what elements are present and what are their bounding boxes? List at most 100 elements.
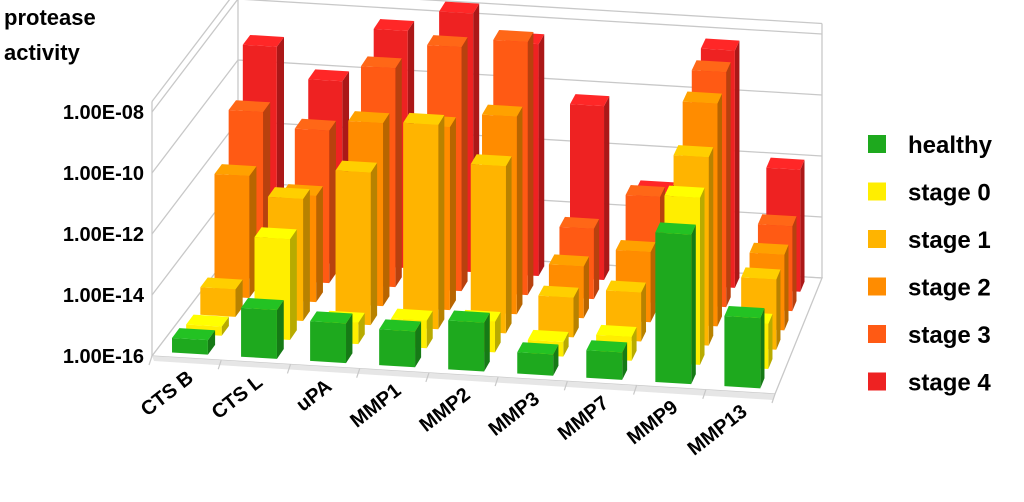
category-tick-mark: [425, 372, 430, 383]
category-label: MMP3: [485, 388, 544, 441]
bar-top-face: [294, 118, 337, 131]
bar-side-face: [426, 310, 433, 349]
legend-label: stage 3: [908, 322, 991, 349]
legend-label: stage 0: [908, 180, 991, 207]
bar-top-face: [493, 29, 534, 42]
bar-side-face: [699, 187, 705, 365]
bar-side-face: [573, 287, 579, 338]
bar-healthy-MMP1: [379, 319, 422, 368]
bar-front-face: [403, 122, 439, 330]
category-tick-mark: [771, 393, 776, 404]
bar-side-face: [415, 321, 422, 368]
bar-stage-1-MMP2: [470, 154, 512, 334]
legend-item: stage 1: [868, 227, 991, 254]
category-tick-mark: [494, 376, 499, 387]
bar-front-face: [517, 352, 554, 376]
bar-side-face: [276, 300, 284, 359]
bar-side-face: [604, 96, 610, 280]
bar-side-face: [235, 279, 243, 317]
bar-top-face: [682, 91, 722, 104]
bar-side-face: [484, 312, 490, 372]
bar-side-face: [527, 32, 534, 296]
bar-front-face: [310, 321, 347, 364]
legend-label: healthy: [908, 132, 993, 159]
bar-stage-1-MMP1: [403, 112, 445, 330]
bar-side-face: [691, 224, 696, 385]
bar-top-face: [448, 310, 490, 323]
bar-healthy-uPA: [310, 311, 353, 364]
bar-top-face: [517, 342, 559, 355]
bar-front-face: [538, 295, 574, 338]
bar-front-face: [214, 173, 250, 299]
y-tick-label: 1.00E-12: [63, 224, 144, 246]
category-tick-mark: [563, 381, 568, 391]
bar-side-face: [346, 313, 353, 364]
bar-front-face: [448, 320, 485, 372]
bar-top-face: [470, 154, 512, 167]
bar-side-face: [583, 256, 589, 319]
category-tick-mark: [286, 364, 292, 374]
bar-top-face: [254, 227, 297, 240]
bar-side-face: [717, 93, 722, 327]
y-axis-label: protease activity: [4, 5, 96, 65]
bar-side-face: [563, 332, 569, 357]
category-label: MMP13: [684, 400, 752, 460]
bar-top-face: [586, 340, 628, 353]
bar-top-face: [267, 187, 310, 200]
bar-side-face: [784, 244, 789, 331]
category-label: MMP1: [346, 379, 405, 432]
bar-side-face: [593, 218, 600, 300]
bar-top-face: [548, 254, 589, 267]
bar-side-face: [370, 162, 378, 326]
bar-top-face: [625, 184, 665, 198]
bar-side-face: [358, 312, 365, 345]
bar-side-face: [641, 282, 647, 342]
bar-side-face: [622, 342, 628, 380]
y-tick-label: 1.00E-10: [63, 163, 144, 185]
legend-label: stage 2: [908, 275, 991, 302]
bar-top-face: [228, 100, 271, 113]
bar-side-face: [449, 117, 456, 311]
bar-top-face: [527, 329, 569, 343]
category-label: MMP9: [623, 396, 682, 449]
bar-top-face: [360, 56, 402, 69]
legend-item: stage 2: [868, 275, 991, 302]
y-tick-label: 1.00E-16: [63, 346, 144, 368]
bar-side-face: [395, 58, 402, 288]
bar-top-face: [538, 285, 579, 298]
legend-swatch: [868, 182, 886, 201]
legend-swatch: [868, 372, 886, 391]
bar-top-face: [379, 319, 422, 332]
y-axis-label-line-1: protease: [4, 5, 96, 30]
legend-item: stage 4: [868, 370, 991, 397]
bar-top-face: [310, 311, 353, 324]
y-axis-label-line-2: activity: [4, 40, 81, 65]
y-tick-label: 1.00E-08: [63, 102, 144, 124]
bar-top-face: [615, 240, 656, 253]
bar-top-face: [482, 104, 523, 117]
bar-side-face: [650, 242, 656, 323]
category-tick-mark: [632, 385, 638, 395]
bar-top-face: [757, 214, 797, 227]
bar-top-face: [403, 112, 445, 125]
bar-top-face: [391, 308, 433, 321]
bar-side-face: [516, 106, 523, 315]
bar-top-face: [373, 19, 415, 31]
bar-stage-1-uPA: [335, 160, 378, 326]
bar-side-face: [792, 216, 797, 312]
y-tick-label: 1.00E-14: [63, 285, 145, 307]
bar-side-face: [221, 316, 229, 336]
legend-item: stage 3: [868, 322, 991, 349]
bar-front-face: [200, 287, 236, 317]
legend: healthy stage 0 stage 1 stage 2 stage 3 stage…: [868, 132, 993, 397]
bar-side-face: [768, 313, 773, 370]
y-tick-labels: 1.00E-08 1.00E-10 1.00E-12 1.00E-14 1.00E-16: [63, 102, 145, 368]
bar-front-face: [172, 337, 208, 355]
bar-top-face: [242, 34, 285, 47]
bar-healthy-MMP2: [448, 310, 490, 372]
bar-top-face: [348, 111, 390, 124]
bar-top-face: [186, 314, 229, 327]
bar-side-face: [538, 34, 545, 277]
bar-healthy-MMP3: [517, 342, 559, 376]
bar-top-face: [664, 185, 705, 198]
